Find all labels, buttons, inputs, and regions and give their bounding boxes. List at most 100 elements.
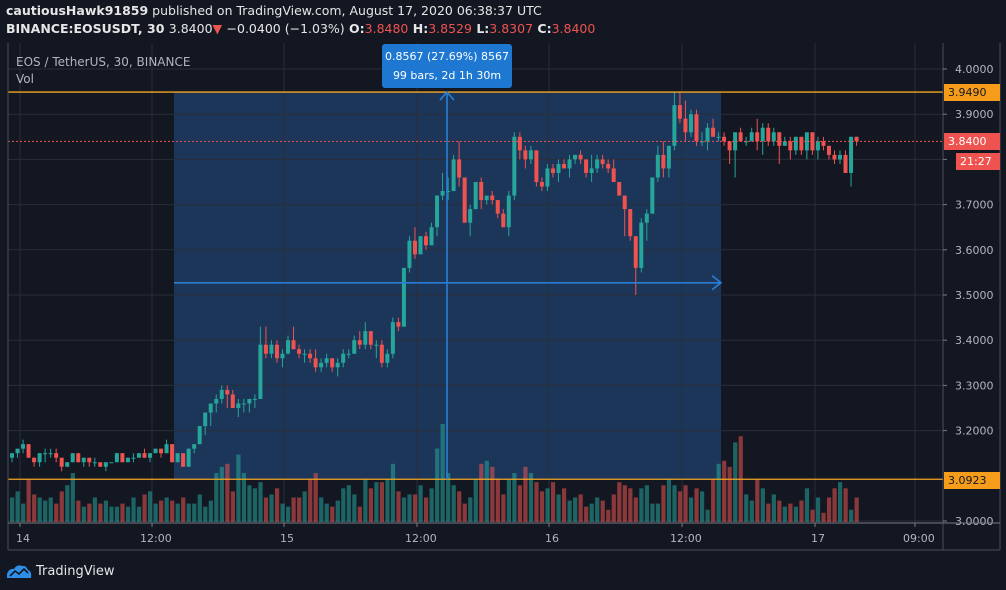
volume-bar	[815, 497, 821, 522]
candle-body	[131, 457, 136, 459]
time-tick-label: 12:00	[140, 532, 172, 545]
tradingview-branding[interactable]: TradingView	[6, 563, 115, 579]
volume-bar	[528, 473, 534, 522]
volume-bar	[148, 491, 153, 522]
candle-body	[236, 403, 241, 408]
candle-body	[252, 398, 257, 400]
volume-bar	[98, 503, 103, 522]
candle-body	[313, 358, 318, 368]
candle-body	[274, 344, 279, 359]
volume-bar	[457, 491, 462, 522]
candle-body	[528, 150, 533, 160]
volume-bar	[65, 485, 70, 522]
volume-bar	[236, 454, 241, 522]
candle-body	[595, 159, 600, 169]
volume-bar	[407, 494, 412, 522]
candle-body	[352, 340, 357, 354]
candle-body	[357, 340, 362, 345]
price-tick-label: 3.9000	[955, 108, 994, 121]
candle-body	[37, 453, 42, 463]
volume-bar	[550, 482, 556, 522]
price-axis[interactable]	[944, 43, 1004, 553]
candle-body	[771, 132, 776, 142]
volume-bar	[650, 503, 655, 522]
low-value: 3.8307	[489, 21, 534, 36]
candle-body	[793, 136, 798, 151]
candle-body	[782, 141, 787, 146]
candle-body	[76, 453, 81, 463]
candle-body	[738, 132, 743, 142]
volume-bar	[10, 497, 15, 522]
volume-bar	[54, 503, 59, 522]
volume-label: Vol	[16, 72, 34, 86]
candle-body	[26, 444, 31, 458]
price-tick-label: 3.6000	[955, 244, 994, 257]
volume-bar	[424, 497, 429, 522]
volume-bar	[357, 506, 362, 522]
volume-bar	[368, 488, 373, 522]
time-tick-label: 15	[280, 532, 294, 545]
volume-bar	[70, 473, 75, 522]
candle-body	[666, 145, 671, 169]
price-tick-label: 3.7000	[955, 199, 994, 212]
price-tick-label: 3.5000	[955, 289, 994, 302]
candle-body	[136, 453, 141, 458]
open-value: 3.8480	[364, 21, 409, 36]
candle-body	[230, 394, 235, 408]
candle-body	[451, 159, 456, 192]
candle-body	[639, 222, 644, 268]
volume-bar	[153, 503, 158, 522]
time-tick-label: 16	[545, 532, 559, 545]
candle-body	[523, 150, 528, 160]
volume-bar	[170, 500, 175, 522]
candle-body	[418, 236, 423, 255]
volume-bar	[324, 503, 329, 522]
candle-body	[109, 462, 114, 464]
candle-body	[219, 389, 224, 399]
volume-bar	[622, 485, 627, 522]
volume-bar	[727, 466, 732, 522]
candle-body	[407, 240, 412, 268]
candle-body	[622, 195, 627, 210]
price-tick-label: 3.0000	[955, 515, 994, 528]
candle-body	[48, 453, 53, 455]
volume-bar	[252, 488, 258, 522]
candle-body	[606, 163, 611, 169]
candle-body	[506, 195, 511, 228]
candle-body	[849, 136, 854, 173]
volume-bar	[341, 488, 346, 522]
time-tick-label: 17	[811, 532, 825, 545]
candle-body	[677, 105, 682, 119]
volume-bar	[103, 500, 109, 522]
candle-body	[346, 353, 351, 355]
candle-body	[258, 344, 263, 399]
volume-bar	[164, 497, 169, 522]
volume-bar	[843, 488, 848, 522]
volume-bar	[473, 479, 478, 522]
candle-body	[159, 448, 164, 454]
volume-bar	[523, 466, 528, 522]
volume-bar	[484, 460, 489, 522]
last-price: 3.8400	[168, 21, 213, 36]
candle-body	[401, 267, 406, 327]
volume-bar	[136, 506, 142, 522]
candle-body	[153, 448, 158, 454]
author-name[interactable]: cautiousHawk91859	[6, 3, 149, 18]
volume-bar	[749, 500, 754, 522]
bar-countdown-label: 21:27	[956, 153, 1000, 170]
candle-body	[241, 403, 246, 405]
candle-body	[225, 389, 230, 395]
volume-bar	[573, 497, 578, 522]
volume-bar	[666, 479, 672, 522]
volume-bar	[826, 497, 832, 522]
volume-bar	[247, 485, 252, 522]
candle-body	[280, 353, 285, 359]
volume-bar	[241, 473, 247, 522]
candle-body	[247, 398, 252, 404]
volume-bar	[782, 506, 787, 522]
candle-body	[214, 398, 219, 404]
candle-body	[181, 453, 186, 467]
volume-bar	[379, 482, 385, 522]
candle-body	[672, 105, 677, 146]
